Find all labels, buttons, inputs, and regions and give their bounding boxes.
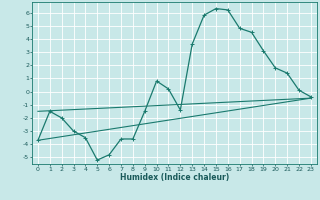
X-axis label: Humidex (Indice chaleur): Humidex (Indice chaleur) <box>120 173 229 182</box>
